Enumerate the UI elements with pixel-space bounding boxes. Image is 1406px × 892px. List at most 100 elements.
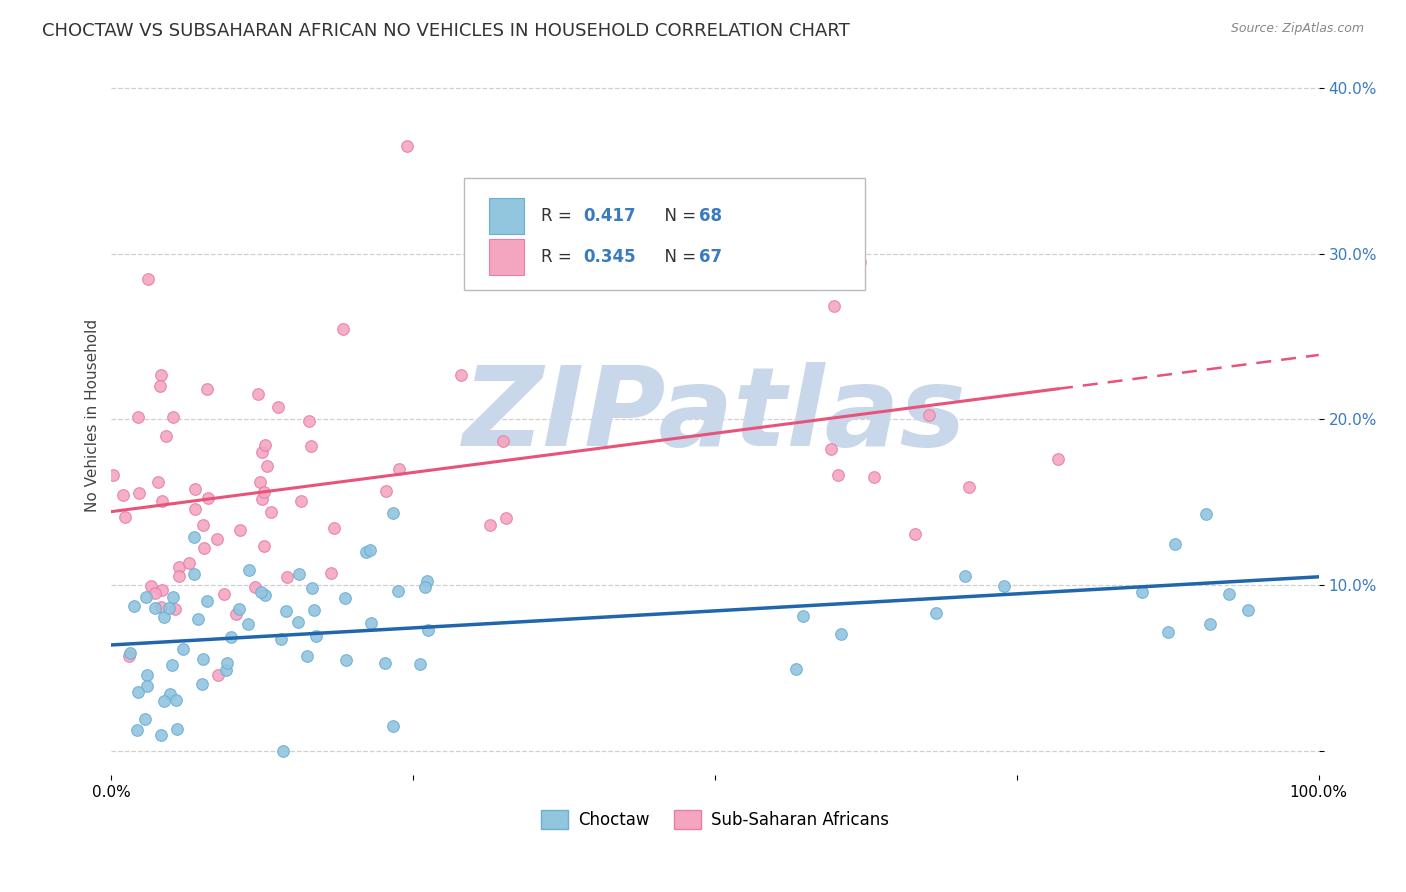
Point: [205, 533, 228, 547]
Point: [323, 521, 346, 535]
Point: [276, 604, 298, 618]
Point: [167, 568, 190, 582]
Point: [135, 668, 157, 682]
Point: [215, 656, 238, 670]
Point: [491, 434, 513, 448]
Point: [321, 566, 343, 580]
Point: [118, 646, 141, 660]
Point: [125, 723, 148, 738]
Point: [153, 694, 176, 708]
Point: [918, 408, 941, 422]
Point: [827, 467, 849, 482]
Point: [267, 400, 290, 414]
Point: [219, 630, 242, 644]
Point: [143, 586, 166, 600]
Point: [191, 677, 214, 691]
Point: [953, 569, 976, 583]
Point: [270, 632, 292, 647]
Point: [152, 610, 174, 624]
Point: [207, 667, 229, 681]
Point: [359, 543, 381, 558]
Point: [162, 590, 184, 604]
Point: [212, 587, 235, 601]
Point: [354, 545, 377, 559]
Point: [166, 722, 188, 736]
Point: [229, 524, 252, 538]
Point: [187, 611, 209, 625]
Point: [141, 579, 163, 593]
Point: [332, 322, 354, 336]
Point: [127, 409, 149, 424]
Point: [250, 585, 273, 599]
Point: [159, 687, 181, 701]
Point: [785, 662, 807, 676]
Point: [183, 502, 205, 516]
Point: [134, 712, 156, 726]
Point: [957, 480, 980, 494]
Point: [253, 484, 276, 499]
Point: [335, 653, 357, 667]
Text: 68: 68: [699, 207, 721, 225]
Point: [495, 510, 517, 524]
Point: [259, 505, 281, 519]
Point: [1199, 616, 1222, 631]
Point: [290, 494, 312, 508]
Point: [247, 387, 270, 401]
Point: [150, 728, 173, 742]
Point: [150, 599, 173, 614]
Point: [271, 744, 294, 758]
Point: [450, 368, 472, 383]
Point: [335, 591, 357, 606]
Text: R =: R =: [541, 207, 578, 225]
Point: [249, 475, 271, 489]
Point: [165, 602, 187, 616]
Point: [197, 491, 219, 506]
Text: Source: ZipAtlas.com: Source: ZipAtlas.com: [1230, 22, 1364, 36]
Point: [167, 559, 190, 574]
Point: [150, 493, 173, 508]
Point: [925, 606, 948, 620]
Point: [228, 601, 250, 615]
Point: [823, 299, 845, 313]
Text: N =: N =: [654, 207, 702, 225]
Point: [155, 429, 177, 443]
Point: [114, 509, 136, 524]
Point: [993, 579, 1015, 593]
Text: 67: 67: [699, 248, 721, 266]
Point: [416, 574, 439, 589]
Point: [1130, 585, 1153, 599]
Point: [183, 530, 205, 544]
Text: N =: N =: [654, 248, 702, 266]
Text: R =: R =: [541, 248, 578, 266]
Point: [382, 506, 405, 520]
Point: [1046, 451, 1069, 466]
Point: [388, 462, 411, 476]
Point: [150, 368, 173, 383]
Point: [195, 594, 218, 608]
Point: [304, 603, 326, 617]
Point: [118, 648, 141, 663]
Point: [298, 414, 321, 428]
Text: 0.345: 0.345: [583, 248, 636, 266]
Text: 0.417: 0.417: [583, 207, 636, 225]
Point: [903, 527, 925, 541]
Point: [382, 719, 405, 733]
Point: [360, 615, 382, 630]
Point: [215, 663, 238, 677]
Point: [136, 271, 159, 285]
Point: [193, 541, 215, 555]
Point: [1195, 507, 1218, 521]
Point: [821, 263, 844, 277]
Y-axis label: No Vehicles in Household: No Vehicles in Household: [86, 318, 100, 512]
Point: [478, 517, 501, 532]
Point: [295, 648, 318, 663]
Legend: Choctaw, Sub-Saharan Africans: Choctaw, Sub-Saharan Africans: [534, 803, 896, 836]
Point: [375, 483, 398, 498]
Point: [245, 581, 267, 595]
Point: [191, 652, 214, 666]
Point: [416, 623, 439, 637]
Point: [146, 475, 169, 489]
Point: [1218, 587, 1240, 601]
Point: [253, 438, 276, 452]
Point: [183, 567, 205, 582]
